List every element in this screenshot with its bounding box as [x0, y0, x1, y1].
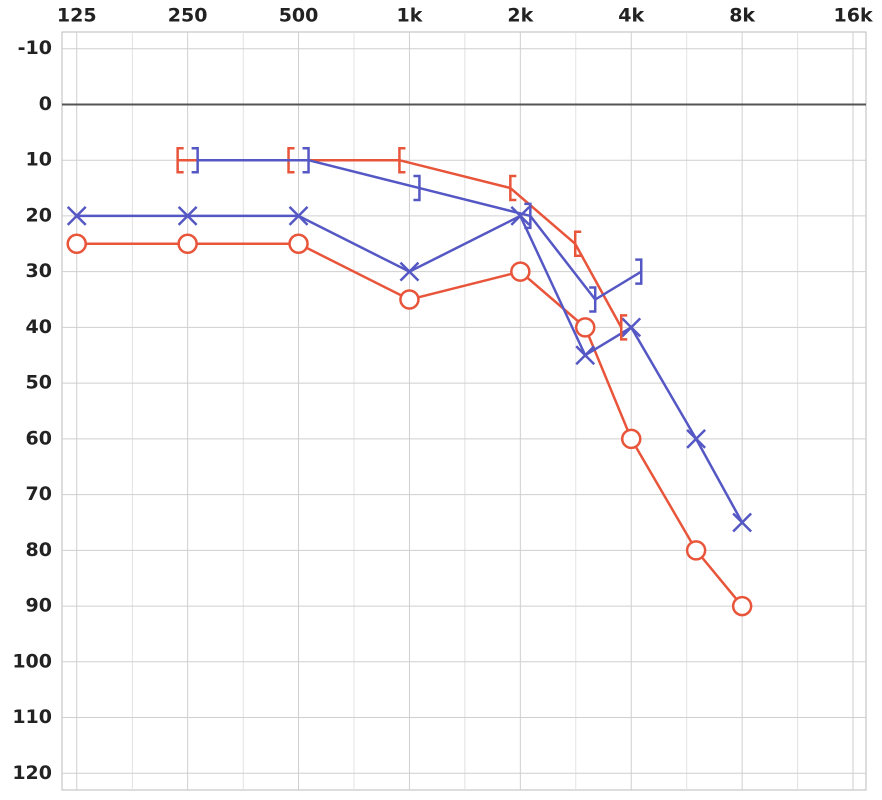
marker-circle [731, 595, 753, 617]
y-tick-label: 80 [26, 539, 52, 561]
y-tick-label: 10 [26, 149, 52, 171]
series-line [197, 158, 642, 302]
y-tick-label: 50 [26, 372, 52, 394]
y-tick-label: 30 [26, 260, 52, 282]
marker-bracket-left [573, 230, 582, 258]
x-tick-label: 8k [729, 5, 755, 27]
marker-bracket-right [302, 146, 310, 174]
marker-circle [399, 289, 420, 310]
plot-frame [61, 31, 867, 791]
marker-bracket-left [619, 314, 628, 341]
y-tick-label: 90 [26, 595, 52, 617]
marker-cross [177, 206, 198, 226]
marker-circle [177, 233, 198, 255]
y-tick-label: 100 [12, 650, 52, 672]
marker-bracket-right [191, 146, 199, 174]
marker-cross [575, 345, 596, 366]
marker-circle [574, 317, 596, 338]
x-tick-label: 2k [507, 5, 533, 27]
marker-circle [288, 233, 309, 255]
x-tick-label: 4k [618, 5, 644, 27]
marker-circle [620, 428, 642, 450]
x-tick-label: 500 [279, 5, 319, 27]
marker-cross [66, 206, 87, 226]
y-tick-label: 40 [26, 316, 52, 338]
x-tick-label: 16k [834, 5, 873, 27]
marker-bracket-right [589, 286, 597, 313]
marker-circle [66, 233, 87, 255]
marker-cross [288, 206, 309, 226]
marker-cross [732, 512, 753, 533]
marker-cross [621, 317, 642, 338]
y-tick-label: 60 [26, 427, 52, 449]
y-tick-label: 110 [12, 706, 52, 728]
marker-bracket-left [398, 146, 406, 174]
marker-cross [510, 206, 531, 226]
y-tick-label: 120 [12, 762, 52, 784]
y-tick-label: 20 [26, 204, 52, 226]
marker-bracket-left [176, 146, 184, 174]
y-tick-label: -10 [18, 37, 52, 59]
x-tick-label: 250 [168, 5, 208, 27]
marker-bracket-right [524, 202, 532, 230]
marker-cross [686, 428, 706, 449]
marker-circle [510, 261, 531, 282]
marker-bracket-right [413, 174, 421, 202]
x-tick-label: 1k [397, 5, 423, 27]
marker-cross [399, 261, 420, 282]
marker-circle [685, 540, 707, 561]
x-tick-label: 125 [57, 5, 97, 27]
y-tick-label: 70 [26, 483, 52, 505]
marker-bracket-right [635, 258, 643, 285]
marker-bracket-left [509, 174, 517, 202]
y-tick-label: 0 [39, 93, 52, 115]
